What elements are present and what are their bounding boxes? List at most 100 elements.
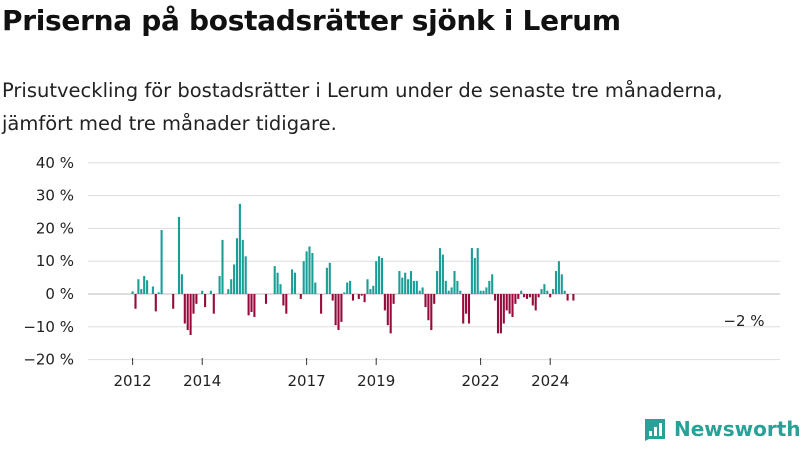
bar xyxy=(189,294,192,335)
bar xyxy=(520,290,523,294)
bar xyxy=(462,294,465,324)
bar xyxy=(346,282,349,294)
y-tick-label: −20 % xyxy=(23,351,74,369)
bar xyxy=(389,294,392,334)
bar xyxy=(418,290,421,294)
y-tick-label: 10 % xyxy=(36,252,74,270)
bar xyxy=(151,286,154,294)
bar xyxy=(488,280,491,294)
x-tick-label: 2014 xyxy=(183,372,221,390)
bar xyxy=(247,294,250,316)
bar xyxy=(441,254,444,294)
bar xyxy=(293,272,297,294)
bar xyxy=(227,289,230,294)
bar xyxy=(412,280,415,294)
bar xyxy=(424,294,427,308)
bar xyxy=(253,294,256,317)
bar xyxy=(299,294,302,299)
bar xyxy=(546,290,549,294)
bar xyxy=(554,271,558,294)
bar xyxy=(401,277,404,294)
bar xyxy=(343,292,346,294)
bar xyxy=(349,280,352,294)
bar xyxy=(525,294,529,299)
bar xyxy=(279,284,282,294)
bar xyxy=(505,294,508,311)
bar xyxy=(154,294,157,312)
bar xyxy=(392,294,395,304)
bar xyxy=(499,294,502,334)
bar xyxy=(369,289,372,294)
bar xyxy=(186,294,189,331)
y-tick-label: 30 % xyxy=(36,187,74,205)
latest-value-label: −2 % xyxy=(723,312,764,330)
bars xyxy=(131,203,575,335)
bar xyxy=(334,294,337,326)
x-tick-label: 2012 xyxy=(114,372,152,390)
bar xyxy=(540,289,543,294)
bar xyxy=(476,248,479,294)
bar xyxy=(531,294,534,306)
bar xyxy=(517,294,520,299)
bar xyxy=(276,272,279,294)
bar xyxy=(491,274,494,294)
bar xyxy=(244,256,247,294)
bar xyxy=(572,294,575,301)
bar xyxy=(192,294,195,314)
bar xyxy=(380,257,384,294)
bar xyxy=(450,287,453,294)
bar xyxy=(230,279,233,294)
bar xyxy=(238,203,241,294)
bar xyxy=(241,239,244,294)
bar xyxy=(157,292,160,294)
bar xyxy=(534,294,537,311)
bar xyxy=(557,261,560,294)
x-tick-label: 2022 xyxy=(462,372,500,390)
bar xyxy=(209,290,212,294)
bar xyxy=(143,275,146,294)
bar xyxy=(479,290,482,294)
bar xyxy=(407,279,410,294)
bar xyxy=(523,294,526,298)
bar xyxy=(473,257,476,294)
brand-name: Newsworthy xyxy=(674,417,800,441)
x-tick-label: 2019 xyxy=(357,372,395,390)
bar xyxy=(421,287,424,294)
bar xyxy=(508,294,511,314)
bar xyxy=(465,294,468,314)
bar xyxy=(183,294,186,324)
bar xyxy=(146,280,149,294)
bar xyxy=(285,294,288,314)
gridlines xyxy=(88,162,780,361)
bar xyxy=(447,290,450,294)
bar xyxy=(496,294,500,334)
chart-subtitle: Prisutveckling för bostadsrätter i Lerum… xyxy=(2,79,723,135)
bar xyxy=(337,294,340,331)
bar xyxy=(436,271,439,294)
bar xyxy=(543,284,546,294)
bar xyxy=(221,239,224,294)
bar xyxy=(291,269,294,294)
y-tick-label: 20 % xyxy=(36,219,74,237)
bar xyxy=(549,294,552,298)
bar xyxy=(131,291,134,294)
bar xyxy=(415,280,418,294)
bar xyxy=(372,285,375,294)
bar xyxy=(320,294,323,314)
bar xyxy=(433,294,436,304)
bar xyxy=(470,248,473,294)
newsworthy-logo: Newsworthy xyxy=(643,417,800,441)
bar xyxy=(378,256,381,294)
bar xyxy=(502,294,505,324)
bar xyxy=(467,294,471,324)
bar xyxy=(311,253,314,294)
bar xyxy=(233,264,236,294)
bar xyxy=(212,294,215,314)
bar xyxy=(363,294,366,303)
bar xyxy=(386,294,389,326)
bar xyxy=(528,294,531,298)
y-tick-label: −10 % xyxy=(23,318,74,336)
bar xyxy=(566,294,569,301)
bar xyxy=(351,294,355,301)
bar xyxy=(552,289,555,294)
